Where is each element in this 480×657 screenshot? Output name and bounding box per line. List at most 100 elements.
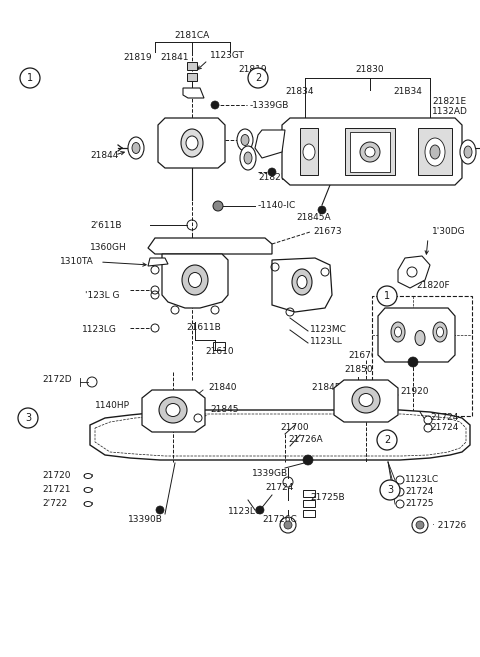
Circle shape [416,521,424,529]
Circle shape [20,68,40,88]
Bar [187,62,197,70]
Bar [187,73,197,81]
Ellipse shape [460,140,476,164]
Circle shape [268,168,276,176]
Polygon shape [418,128,452,175]
Text: 3: 3 [387,485,393,495]
Bar [303,500,315,507]
Ellipse shape [132,143,140,154]
Circle shape [248,68,268,88]
Ellipse shape [352,387,380,413]
Text: 21844: 21844 [90,150,119,160]
Polygon shape [148,238,272,254]
Ellipse shape [244,152,252,164]
Text: 1123MC: 1123MC [310,325,347,334]
Text: 21819: 21819 [238,66,266,74]
Ellipse shape [241,135,249,145]
Ellipse shape [395,327,401,337]
Text: 21B34: 21B34 [393,87,422,97]
Ellipse shape [237,129,253,151]
Circle shape [377,430,397,450]
Text: 1310TA: 1310TA [60,258,94,267]
Bar [372,296,472,416]
Circle shape [213,201,223,211]
Text: 21673: 21673 [313,227,342,237]
Text: 21610: 21610 [205,348,234,357]
Polygon shape [334,380,398,422]
Text: 13390B: 13390B [128,516,163,524]
Ellipse shape [425,138,445,166]
Ellipse shape [189,273,202,288]
Circle shape [211,101,219,109]
Ellipse shape [182,265,208,295]
Circle shape [360,142,380,162]
Ellipse shape [391,322,405,342]
Text: '123L G: '123L G [85,290,120,300]
Text: 2: 2 [255,73,261,83]
Text: 21721: 21721 [42,486,71,495]
Text: 21821E: 21821E [432,97,466,106]
Text: -1339GB: -1339GB [250,101,289,110]
Circle shape [365,147,375,157]
Text: 21834: 21834 [285,87,313,97]
Bar [213,342,225,350]
Text: -1140-IC: -1140-IC [258,202,296,210]
Text: · 21726: · 21726 [432,520,466,530]
Ellipse shape [181,129,203,157]
Ellipse shape [464,146,472,158]
Ellipse shape [166,403,180,417]
Polygon shape [183,88,204,98]
Polygon shape [282,118,462,185]
Circle shape [408,357,418,367]
Text: 21845: 21845 [210,405,239,415]
Text: 21840: 21840 [208,384,237,392]
Text: 1360GH: 1360GH [90,244,127,252]
Circle shape [318,206,326,214]
Ellipse shape [430,145,440,159]
Text: 2'722: 2'722 [42,499,67,509]
Text: 21850: 21850 [344,365,372,374]
Text: 1123LL: 1123LL [310,338,343,346]
Text: 3: 3 [25,413,31,423]
Text: 21726A: 21726A [288,436,323,445]
Polygon shape [300,128,318,175]
Text: 1339GB: 1339GB [252,468,288,478]
Text: 2'611B: 2'611B [90,221,121,229]
Ellipse shape [415,330,425,346]
Text: 2172D: 2172D [42,376,72,384]
Ellipse shape [359,394,373,407]
Text: 21841: 21841 [160,53,189,62]
Polygon shape [148,258,168,266]
Text: 2181CA: 2181CA [174,30,210,39]
Circle shape [303,455,313,465]
Polygon shape [162,254,228,308]
Ellipse shape [433,322,447,342]
Text: 21700: 21700 [280,424,309,432]
Ellipse shape [292,269,312,295]
Text: 21845A: 21845A [296,214,331,223]
Polygon shape [142,390,205,432]
Text: 2: 2 [384,435,390,445]
Polygon shape [158,118,225,168]
Circle shape [380,480,400,500]
Text: 21830: 21830 [356,66,384,74]
Circle shape [156,506,164,514]
Text: 21670: 21670 [348,350,377,359]
Text: 21725: 21725 [405,499,433,509]
Text: 21920: 21920 [400,388,429,397]
Polygon shape [272,258,332,312]
Text: 1: 1 [384,291,390,301]
Text: 1'30DG: 1'30DG [432,227,466,237]
Text: 21726C: 21726C [262,516,297,524]
Ellipse shape [303,144,315,160]
Text: 1123GT: 1123GT [210,51,245,60]
Ellipse shape [436,327,444,337]
Text: 1123LG: 1123LG [82,325,117,334]
Text: 1132AD: 1132AD [432,108,468,116]
Text: 21720: 21720 [42,472,71,480]
Text: 21845 :: 21845 : [312,384,346,392]
Ellipse shape [297,275,307,288]
Ellipse shape [128,137,144,159]
Text: 21819: 21819 [123,53,152,62]
Text: 1123LC: 1123LC [228,507,262,516]
